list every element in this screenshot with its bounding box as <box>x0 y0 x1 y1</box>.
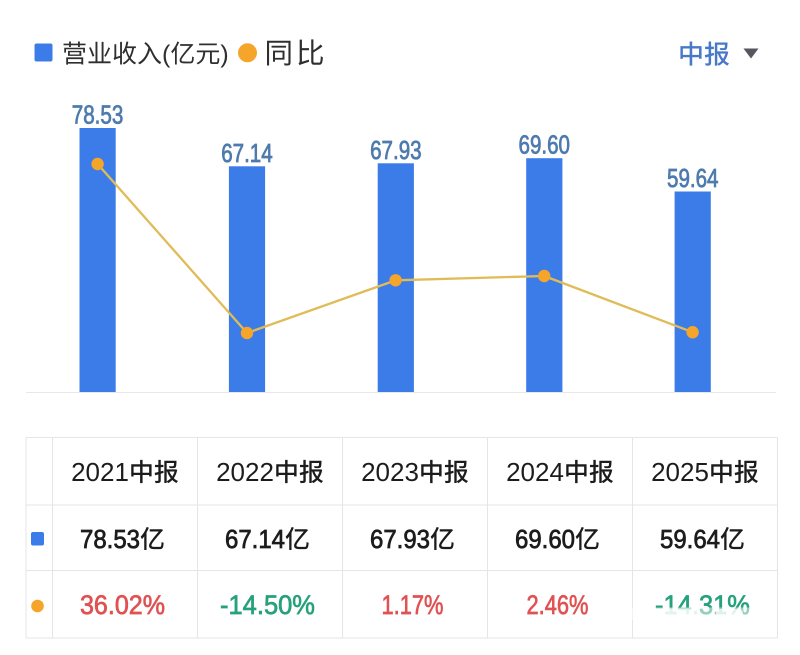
svg-text:69.60: 69.60 <box>519 130 571 160</box>
svg-text:2025: 2025 <box>651 457 709 487</box>
svg-text:78.53: 78.53 <box>72 99 124 129</box>
svg-text:2.46%: 2.46% <box>527 590 589 620</box>
svg-text:2023: 2023 <box>361 457 419 487</box>
svg-text:2021: 2021 <box>71 457 129 487</box>
svg-text:(: ( <box>162 41 171 69</box>
svg-text:67.93: 67.93 <box>370 135 422 165</box>
svg-text:59.64: 59.64 <box>667 163 719 193</box>
svg-text:59.64: 59.64 <box>660 524 720 554</box>
svg-text:36.02%: 36.02% <box>80 590 165 620</box>
svg-text:2022: 2022 <box>216 457 274 487</box>
svg-text:67.14: 67.14 <box>221 138 273 168</box>
svg-text:67.14: 67.14 <box>225 524 285 554</box>
svg-text:): ) <box>220 41 228 69</box>
svg-text:78.53: 78.53 <box>80 524 140 554</box>
svg-text:67.93: 67.93 <box>370 524 430 554</box>
svg-text:-14.50%: -14.50% <box>220 590 315 620</box>
svg-text:2024: 2024 <box>506 457 564 487</box>
svg-text:69.60: 69.60 <box>515 524 575 554</box>
svg-text:1.17%: 1.17% <box>382 590 444 620</box>
